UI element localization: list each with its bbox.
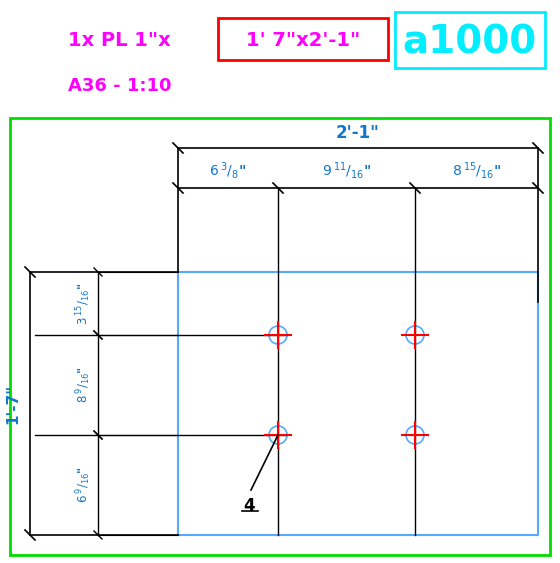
Text: A36 - 1:10: A36 - 1:10 <box>68 77 171 95</box>
Bar <box>395 12 545 68</box>
Text: $8\,^{15}/_{16}$": $8\,^{15}/_{16}$" <box>452 160 501 181</box>
Text: $6\,^{9}/_{16}$": $6\,^{9}/_{16}$" <box>74 467 93 503</box>
Text: 4: 4 <box>243 497 255 515</box>
Text: 1x PL 1"x: 1x PL 1"x <box>68 30 171 50</box>
Text: a1000: a1000 <box>403 23 537 61</box>
Text: $3\,^{15}/_{16}$": $3\,^{15}/_{16}$" <box>74 283 93 325</box>
Text: $8\,^{9}/_{16}$": $8\,^{9}/_{16}$" <box>74 367 93 404</box>
Text: 2'-1": 2'-1" <box>336 124 380 142</box>
Text: $9\,^{11}/_{16}$": $9\,^{11}/_{16}$" <box>322 160 371 181</box>
Bar <box>10 118 550 555</box>
Bar <box>218 18 388 60</box>
Text: $6\,^{3}/_{8}$": $6\,^{3}/_{8}$" <box>209 160 246 181</box>
Text: 1' 7"x2'-1": 1' 7"x2'-1" <box>246 30 360 50</box>
Bar <box>178 272 538 535</box>
Text: 1'-7": 1'-7" <box>5 383 20 423</box>
